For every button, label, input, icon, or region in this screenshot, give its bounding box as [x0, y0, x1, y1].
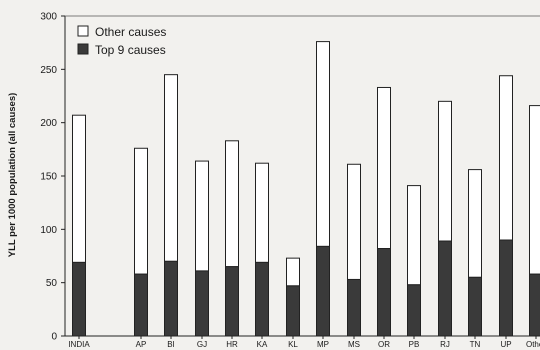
bar-other-other-causes [529, 105, 540, 275]
x-tick-label-india: INDIA [68, 340, 90, 349]
bar-up-other-causes [499, 75, 513, 241]
bar-rj-top-9-causes [438, 240, 452, 337]
bar-bi-top-9-causes [164, 260, 178, 337]
bar-gj-other-causes [195, 160, 209, 272]
bar-mp-other-causes [316, 41, 330, 247]
x-tick-label-ms: MS [348, 340, 360, 349]
y-tick-label: 100 [40, 225, 57, 236]
legend-swatch-top-9-causes [77, 43, 89, 55]
bar-hr-other-causes [225, 140, 239, 268]
x-tick-label-ap: AP [136, 340, 147, 349]
x-tick-label-or: OR [378, 340, 390, 349]
bar-rj-other-causes [438, 100, 452, 242]
x-tick-label-pb: PB [409, 340, 420, 349]
bar-kl-other-causes [286, 257, 300, 287]
x-tick-label-tn: TN [470, 340, 481, 349]
bar-tn-top-9-causes [468, 276, 482, 337]
y-tick-label: 250 [40, 65, 57, 76]
bar-gj-top-9-causes [195, 270, 209, 337]
y-tick-label: 200 [40, 118, 57, 129]
x-tick-label-kl: KL [288, 340, 298, 349]
bar-ms-top-9-causes [347, 278, 361, 337]
x-tick-label-rj: RJ [440, 340, 450, 349]
x-tick-label-mp: MP [317, 340, 329, 349]
bar-other-top-9-causes [529, 273, 540, 337]
bar-bi-other-causes [164, 74, 178, 262]
bar-ka-top-9-causes [255, 261, 269, 337]
x-tick-label-hr: HR [226, 340, 238, 349]
x-tick-label-up: UP [500, 340, 511, 349]
x-tick-label-other: Other [526, 340, 540, 349]
legend-label-other-causes: Other causes [95, 25, 166, 39]
bar-kl-top-9-causes [286, 285, 300, 337]
legend: Other causes Top 9 causes [77, 25, 166, 57]
bar-india-top-9-causes [72, 261, 86, 337]
x-tick-label-bi: BI [167, 340, 175, 349]
bar-ka-other-causes [255, 162, 269, 263]
bar-ms-other-causes [347, 163, 361, 280]
y-tick-label: 0 [51, 332, 57, 343]
legend-swatch-other-causes [77, 25, 89, 37]
bar-pb-other-causes [407, 185, 421, 286]
y-tick-label: 300 [40, 12, 57, 23]
bar-mp-top-9-causes [316, 245, 330, 337]
bar-india-other-causes [72, 114, 86, 263]
x-tick-label-ka: KA [257, 340, 268, 349]
x-axis-labels: INDIA AP BI GJ HR KA KL MP MS OR PB RJ TN UP Other [68, 336, 540, 349]
y-tick-label: 150 [40, 172, 57, 183]
legend-label-top-9-causes: Top 9 causes [95, 43, 166, 57]
x-tick-label-gj: GJ [197, 340, 207, 349]
bars [72, 41, 540, 337]
y-axis-label: YLL per 1000 population (all causes) [7, 93, 18, 258]
bar-ap-other-causes [134, 147, 148, 275]
bar-or-other-causes [377, 86, 391, 250]
bar-or-top-9-causes [377, 248, 391, 337]
bar-hr-top-9-causes [225, 266, 239, 337]
bar-tn-other-causes [468, 169, 482, 278]
bar-ap-top-9-causes [134, 273, 148, 337]
bar-up-top-9-causes [499, 239, 513, 337]
bar-pb-top-9-causes [407, 284, 421, 337]
y-tick-label: 50 [46, 278, 58, 289]
